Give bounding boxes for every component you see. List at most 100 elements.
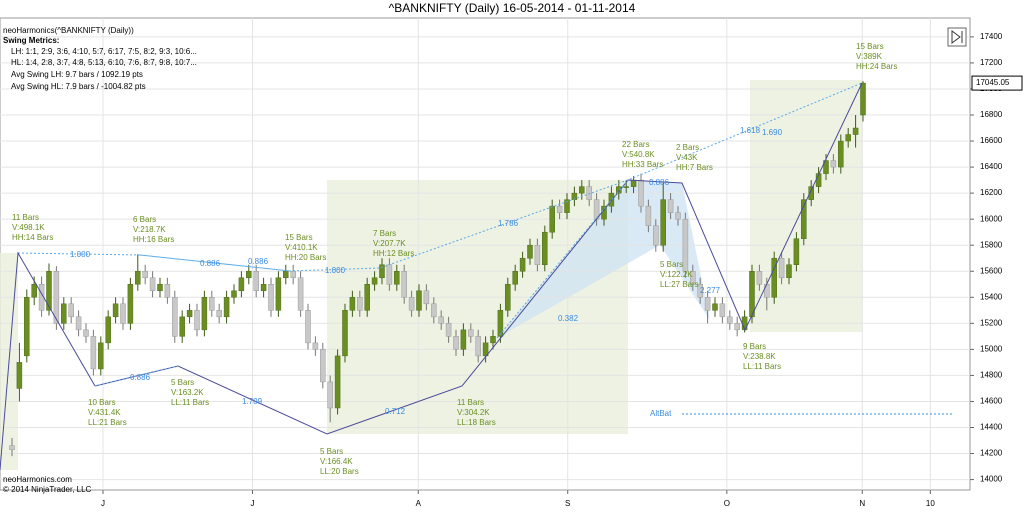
chart-title: ^BANKNIFTY (Daily) 16-05-2014 - 01-11-20…	[389, 1, 636, 15]
candle-body	[105, 316, 111, 344]
candle-body	[201, 297, 208, 331]
info-text: Avg Swing LH: 9.7 bars / 1092.19 pts	[11, 70, 143, 79]
candle-body	[305, 310, 311, 344]
candle-body	[704, 297, 711, 311]
candle-body	[616, 186, 622, 194]
candle-body	[253, 271, 259, 292]
y-tick-label: 15800	[980, 240, 1003, 249]
candle-body	[571, 192, 578, 200]
candle-body	[623, 186, 629, 188]
swing-label: 15 Bars	[856, 42, 884, 51]
x-tick-label: S	[565, 499, 570, 508]
candle-body	[342, 310, 348, 357]
candle-body	[9, 445, 15, 450]
candle-body	[46, 271, 52, 311]
candle-body	[142, 271, 148, 279]
y-tick-label: 14000	[980, 475, 1003, 484]
candle-body	[475, 336, 481, 357]
x-tick-label: N	[859, 499, 865, 508]
candle-body	[527, 244, 533, 259]
candle-body	[149, 277, 156, 292]
candle-body	[630, 179, 637, 187]
candle-body	[268, 284, 274, 311]
y-tick-label: 14600	[980, 397, 1003, 406]
swing-label: V:238.8K	[743, 352, 776, 361]
candle-body	[297, 277, 304, 311]
candle-body	[112, 303, 119, 318]
candle-body	[209, 297, 215, 311]
candle-body	[290, 271, 296, 279]
y-tick-label: 16800	[980, 110, 1003, 119]
swing-label: HH:16 Bars	[133, 235, 174, 244]
candle-body	[497, 310, 504, 337]
pattern-line	[17, 82, 863, 272]
candle-body	[808, 186, 814, 200]
swing-label: HH:33 Bars	[622, 160, 663, 169]
candle-body	[845, 134, 851, 142]
candle-body	[423, 290, 430, 305]
x-tick-label: J	[101, 499, 105, 508]
candle-body	[505, 284, 511, 311]
swing-label: LL:11 Bars	[171, 398, 209, 407]
ratio-label: 0.712	[385, 407, 406, 416]
swing-label: HH:12 Bars	[373, 249, 414, 258]
candle-body	[120, 303, 126, 324]
candle-body	[460, 329, 467, 350]
candle-body	[357, 297, 363, 311]
pattern-line	[94, 82, 863, 435]
candle-body	[371, 277, 378, 285]
candle-body	[164, 284, 171, 298]
swing-label: HH:14 Bars	[12, 233, 53, 242]
swing-label: 11 Bars	[457, 398, 484, 407]
y-tick-label: 14400	[980, 423, 1003, 432]
ratio-label: 0.382	[558, 314, 579, 323]
candle-body	[127, 284, 134, 324]
last-price-label: 17045.05	[976, 78, 1010, 87]
ratio-label: 2.277	[700, 286, 721, 295]
candle-body	[68, 303, 74, 318]
y-tick-label: 15600	[980, 266, 1003, 275]
swing-label: V:163.2K	[171, 388, 204, 397]
info-text: HL: 1:4, 2:8, 3:7, 4:8, 5:13, 6:10, 7:6,…	[11, 58, 197, 67]
candle-body	[564, 199, 570, 213]
footer-text: neoHarmonics.com	[3, 475, 72, 484]
x-tick-label: O	[724, 499, 730, 508]
x-tick-label: J	[250, 499, 254, 508]
candle-body	[24, 297, 30, 357]
swing-label: V:122.2K	[660, 270, 693, 279]
candle-body	[231, 290, 237, 298]
ratio-label: 1.690	[762, 128, 783, 137]
candle-body	[682, 218, 689, 272]
swing-label: 22 Bars	[622, 140, 650, 149]
info-text: LH: 1:1, 2:9, 3:6, 4:10, 5:7, 6:17, 7:5,…	[11, 47, 197, 56]
candle-body	[445, 323, 452, 337]
button-frame[interactable]	[947, 27, 967, 47]
candle-body	[246, 271, 252, 279]
ratio-label: 1.709	[242, 397, 263, 406]
candle-body	[734, 323, 740, 331]
candle-body	[75, 316, 82, 331]
y-tick-label: 15400	[980, 292, 1003, 301]
candle-body	[660, 199, 666, 246]
swing-label: 15 Bars	[285, 233, 313, 242]
candle-body	[653, 225, 659, 246]
x-tick-label: A	[416, 499, 422, 508]
swing-label: V:166.4K	[320, 457, 353, 466]
scroll-button[interactable]	[947, 27, 967, 47]
x-tick-label: 10	[926, 499, 935, 508]
candle-body	[401, 271, 407, 298]
swing-label: HH:24 Bars	[856, 62, 897, 71]
candle-body	[194, 310, 200, 331]
candle-body	[690, 271, 696, 285]
candle-body	[157, 284, 163, 292]
candle-body	[453, 336, 459, 350]
ratio-label: AltBat	[650, 409, 672, 418]
swing-label: 2 Bars	[676, 143, 699, 152]
candle-body	[638, 179, 644, 207]
candle-body	[697, 284, 703, 298]
candle-body	[793, 238, 800, 265]
candle-body	[260, 284, 267, 292]
y-tick-label: 16600	[980, 136, 1003, 145]
candle-body	[53, 271, 60, 324]
